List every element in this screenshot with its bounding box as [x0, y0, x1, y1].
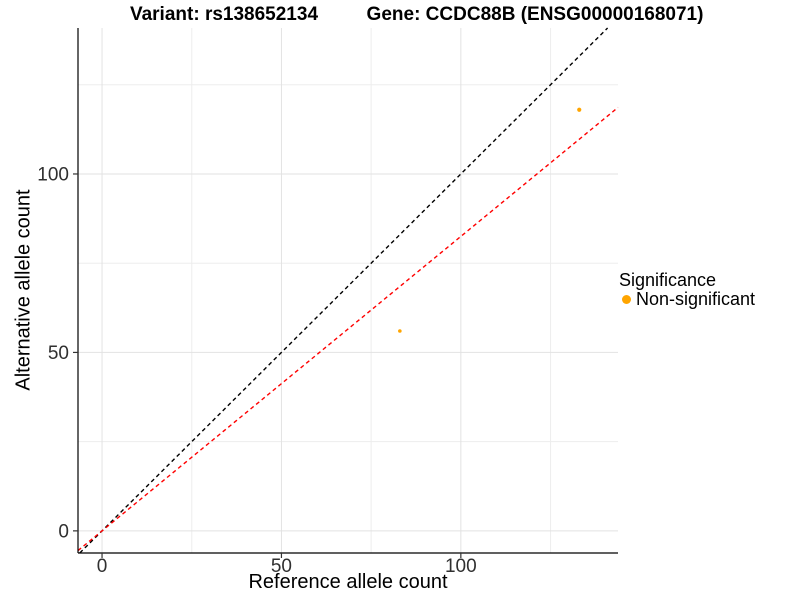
x-tick-label: 50: [271, 556, 292, 577]
legend-point-icon: [622, 295, 631, 304]
legend-title: Significance: [619, 270, 717, 290]
x-tick-label: 0: [97, 556, 108, 577]
y-axis-title: Alternative allele count: [12, 189, 35, 391]
legend-item-label: Non-significant: [636, 289, 756, 309]
x-axis-title: Reference allele count: [248, 571, 448, 593]
y-tick-label: 50: [48, 343, 69, 364]
y-tick-label: 100: [37, 164, 69, 185]
plot-title-variant: Variant: rs138652134: [129, 4, 319, 25]
axis-ticks: [73, 173, 462, 558]
plot-title-gene: Gene: CCDC88B (ENSG00000168071): [366, 4, 704, 25]
legend: Significance Non-significant: [619, 270, 756, 309]
major-gridlines: [78, 28, 618, 553]
data-points: [398, 107, 582, 333]
y-tick-label: 0: [58, 521, 69, 542]
legend-item-nonsignificant: Non-significant: [619, 289, 756, 309]
fit-line: [77, 106, 619, 552]
identity-line: [79, 27, 609, 554]
axis-lines: [77, 28, 618, 554]
data-point: [398, 329, 402, 333]
x-tick-label: 100: [445, 556, 477, 577]
data-point: [577, 107, 582, 112]
tick-labels: 0 50 100 0 50 100: [37, 164, 476, 577]
minor-gridlines: [78, 28, 618, 553]
